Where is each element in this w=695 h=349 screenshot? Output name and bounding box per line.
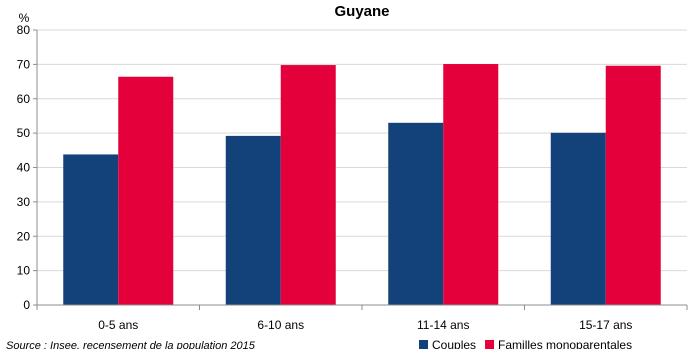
x-category-label: 0-5 ans — [98, 318, 138, 332]
bars — [63, 64, 661, 305]
bar-couples — [63, 154, 119, 305]
y-tick-label: 70 — [17, 57, 31, 71]
chart-title: Guyane — [334, 3, 389, 20]
source-note: Source : Insee, recensement de la popula… — [6, 340, 256, 349]
bar-familles-monoparentales — [605, 65, 661, 305]
bar-couples — [550, 132, 606, 305]
y-tick-label: 40 — [17, 161, 31, 175]
bar-couples — [225, 135, 281, 305]
x-category-label: 15-17 ans — [579, 318, 632, 332]
y-tick-label: 10 — [17, 264, 31, 278]
bar-couples — [388, 122, 444, 305]
y-tick-label: 80 — [17, 23, 31, 37]
legend: Couples Familles monoparentales — [419, 338, 632, 349]
y-axis-unit: % — [19, 11, 30, 25]
bar-familles-monoparentales — [280, 65, 336, 305]
x-axis-ticks — [36, 305, 688, 310]
legend-swatch — [485, 340, 495, 349]
legend-label: Familles monoparentales — [498, 338, 632, 349]
y-axis-ticks: 0 10 20 30 40 50 60 70 80 — [17, 23, 37, 312]
x-category-label: 11-14 ans — [417, 318, 469, 332]
legend-swatch — [419, 340, 428, 349]
y-tick-label: 30 — [17, 195, 31, 209]
x-category-label: 6-10 ans — [257, 318, 304, 332]
y-tick-label: 60 — [17, 92, 31, 106]
y-tick-label: 0 — [23, 298, 30, 312]
bar-familles-monoparentales — [443, 64, 499, 305]
bar-familles-monoparentales — [118, 76, 174, 305]
category-labels: 0-5 ans 6-10 ans 11-14 ans 15-17 ans — [98, 318, 632, 332]
legend-label: Couples — [432, 338, 476, 349]
y-tick-label: 50 — [17, 126, 31, 140]
y-tick-label: 20 — [17, 229, 31, 243]
